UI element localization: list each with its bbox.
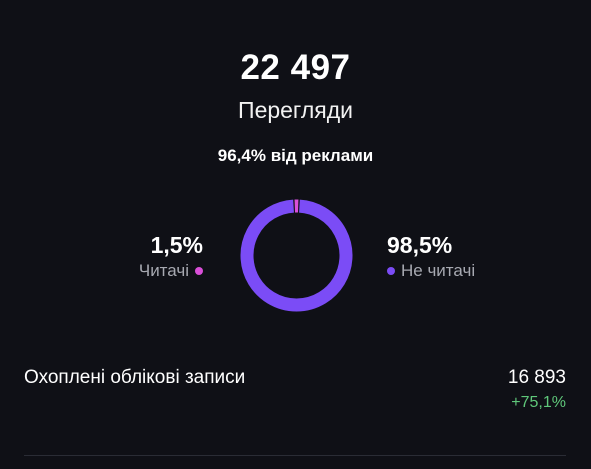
followers-stat: 1,5% Читачі bbox=[139, 231, 203, 281]
divider bbox=[24, 455, 566, 456]
non-followers-percent: 98,5% bbox=[387, 232, 453, 258]
non-followers-legend: Не читачі bbox=[387, 261, 475, 281]
donut-svg bbox=[240, 199, 353, 312]
non-followers-dot-icon bbox=[387, 267, 395, 275]
views-donut-chart bbox=[240, 199, 353, 312]
non-followers-stat: 98,5% Не читачі bbox=[387, 231, 475, 281]
non-followers-label: Не читачі bbox=[401, 261, 476, 280]
views-total: 22 497 bbox=[240, 48, 351, 87]
accounts-reached-label: Охоплені облікові записи bbox=[24, 367, 246, 388]
views-label: Перегляди bbox=[238, 97, 353, 123]
followers-percent: 1,5% bbox=[150, 232, 203, 258]
ads-share-text: 96,4% від реклами bbox=[217, 146, 374, 165]
accounts-reached-value: 16 893 bbox=[507, 367, 566, 388]
followers-legend: Читачі bbox=[139, 261, 203, 281]
followers-label: Читачі bbox=[138, 261, 189, 280]
donut-segment-non-followers bbox=[240, 199, 353, 312]
followers-dot-icon bbox=[195, 267, 203, 275]
accounts-reached-change: +75,1% bbox=[511, 394, 566, 411]
